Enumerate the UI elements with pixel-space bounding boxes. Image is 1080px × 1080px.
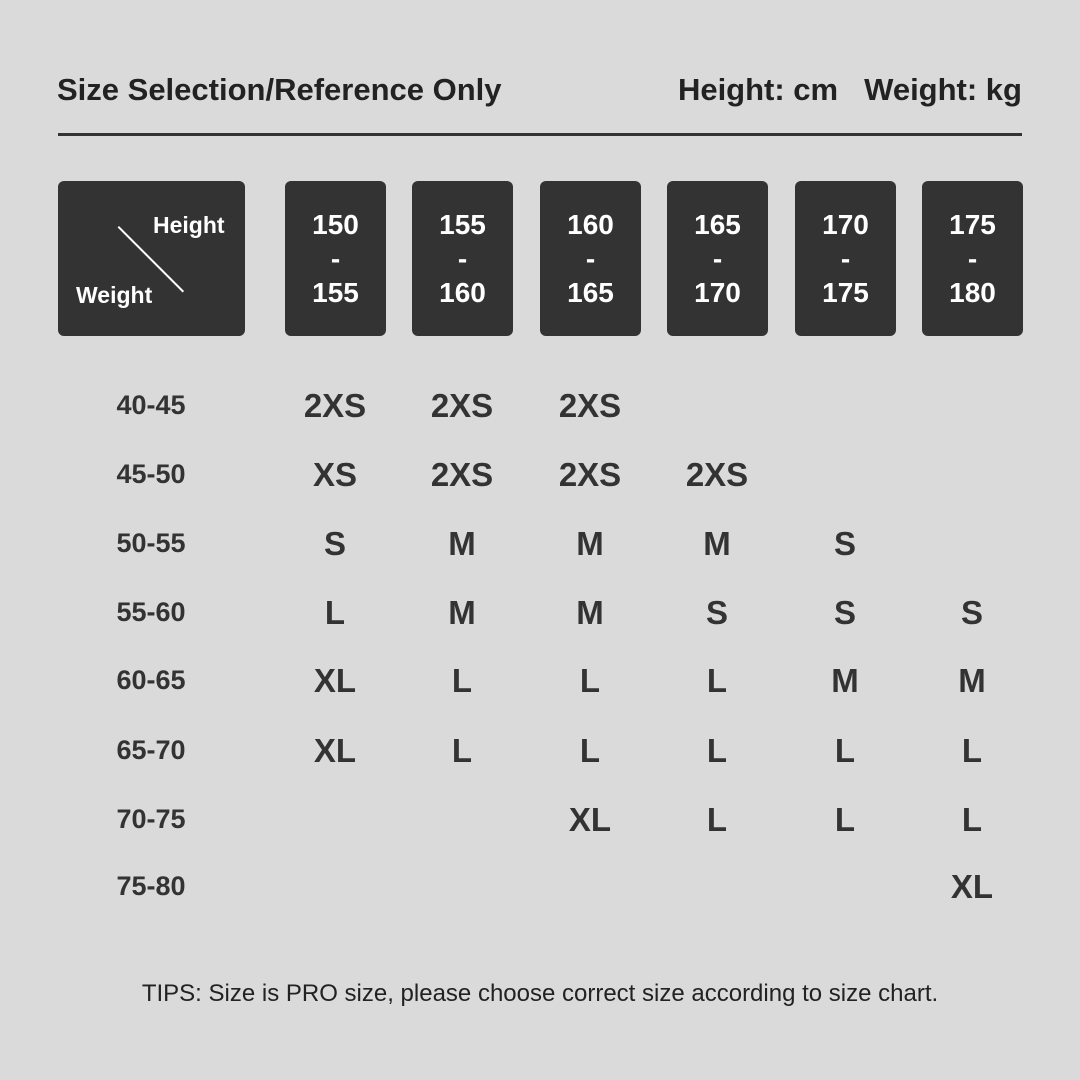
- height-range-to: 165: [567, 276, 614, 308]
- height-range-sep: -: [457, 242, 468, 274]
- size-cell: L: [324, 594, 346, 631]
- height-range-to: 180: [949, 276, 996, 308]
- weight-range-label: 75-80: [116, 871, 186, 901]
- height-range-header: 160-165: [540, 181, 641, 336]
- size-cell: 2XS: [303, 387, 367, 424]
- size-cell: M: [703, 525, 731, 562]
- height-range-to: 170: [694, 276, 741, 308]
- height-unit: Height: cm: [677, 72, 839, 107]
- size-cell: M: [576, 525, 604, 562]
- weight-range-label: 45-50: [116, 459, 186, 489]
- height-range-to: 160: [439, 276, 486, 308]
- height-axis-label: Height: [153, 212, 225, 238]
- size-cell: M: [576, 594, 604, 631]
- size-cell: 2XS: [430, 456, 494, 493]
- height-range-from: 155: [439, 208, 486, 240]
- size-cell: M: [958, 662, 986, 699]
- weight-range-label: 55-60: [116, 597, 186, 627]
- weight-unit: Weight: kg: [864, 72, 1022, 107]
- height-range-from: 170: [822, 208, 869, 240]
- height-range-from: 160: [567, 208, 614, 240]
- height-range-header: 170-175: [795, 181, 896, 336]
- height-range-sep: -: [967, 242, 978, 274]
- size-cell: L: [579, 732, 601, 769]
- page-title: Size Selection/Reference Only: [57, 72, 502, 107]
- height-range-header: 155-160: [412, 181, 513, 336]
- corner-header: Height Weight: [58, 181, 245, 336]
- height-range-sep: -: [712, 242, 723, 274]
- size-cell: 2XS: [430, 387, 494, 424]
- size-cell: 2XS: [558, 387, 622, 424]
- size-cell: L: [961, 801, 983, 838]
- size-cell: XL: [950, 868, 994, 905]
- height-range-header: 150-155: [285, 181, 386, 336]
- height-range-to: 175: [822, 276, 869, 308]
- height-range-sep: -: [585, 242, 596, 274]
- size-cell: L: [579, 662, 601, 699]
- height-range-from: 175: [949, 208, 996, 240]
- size-cell: S: [960, 594, 983, 631]
- size-cell: XL: [313, 662, 357, 699]
- weight-range-label: 65-70: [116, 735, 186, 765]
- height-range-sep: -: [840, 242, 851, 274]
- size-cell: 2XS: [558, 456, 622, 493]
- size-cell: M: [831, 662, 859, 699]
- units-legend: Height: cm Weight: kg: [652, 72, 1022, 108]
- size-cell: 2XS: [685, 456, 749, 493]
- size-cell: L: [834, 801, 856, 838]
- size-cell: L: [834, 732, 856, 769]
- tips-text: TIPS: Size is PRO size, please choose co…: [141, 980, 939, 1007]
- weight-range-label: 70-75: [116, 804, 186, 834]
- size-cell: L: [706, 732, 728, 769]
- divider: [58, 133, 1022, 136]
- size-cell: S: [323, 525, 346, 562]
- height-range-to: 155: [312, 276, 359, 308]
- size-cell: L: [706, 662, 728, 699]
- size-cell: M: [448, 594, 476, 631]
- size-cell: L: [451, 662, 473, 699]
- size-cell: L: [961, 732, 983, 769]
- height-range-header: 165-170: [667, 181, 768, 336]
- size-cell: S: [833, 594, 856, 631]
- size-cell: XL: [313, 732, 357, 769]
- size-cell: XS: [312, 456, 358, 493]
- size-cell: L: [451, 732, 473, 769]
- size-cell: L: [706, 801, 728, 838]
- weight-range-label: 60-65: [116, 665, 186, 695]
- size-cell: M: [448, 525, 476, 562]
- height-range-from: 165: [694, 208, 741, 240]
- weight-range-label: 40-45: [116, 390, 186, 420]
- size-cell: XL: [568, 801, 612, 838]
- height-range-from: 150: [312, 208, 359, 240]
- weight-range-label: 50-55: [116, 528, 186, 558]
- height-range-sep: -: [330, 242, 341, 274]
- weight-axis-label: Weight: [76, 282, 153, 308]
- size-cell: S: [833, 525, 856, 562]
- height-range-header: 175-180: [922, 181, 1023, 336]
- size-cell: S: [705, 594, 728, 631]
